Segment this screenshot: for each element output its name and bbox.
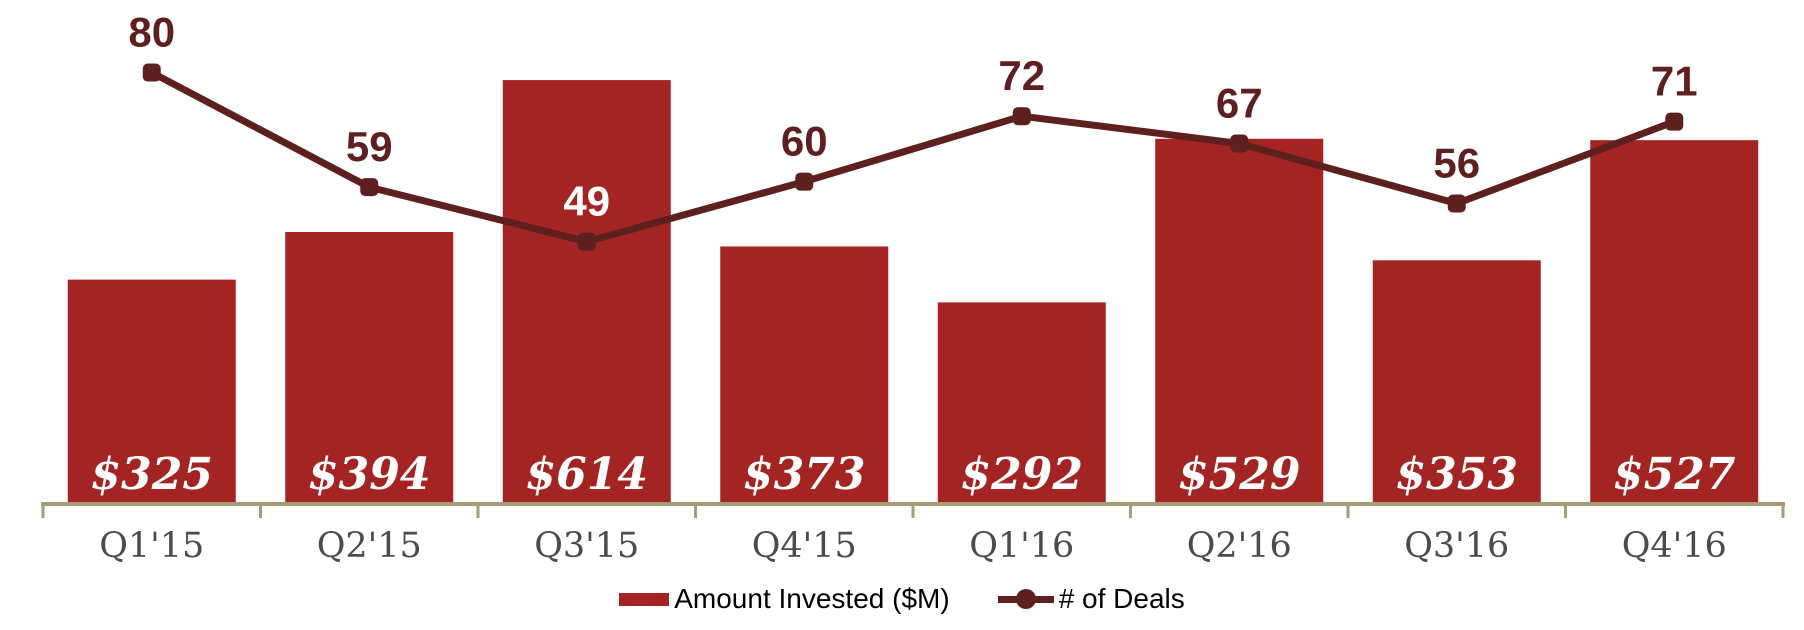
x-axis-tick bbox=[911, 502, 915, 518]
deal-count-label: 67 bbox=[1216, 79, 1263, 126]
bar-q415 bbox=[720, 246, 889, 504]
bar-value-label: $529 bbox=[1178, 449, 1300, 500]
bar-value-label: $373 bbox=[743, 449, 865, 500]
legend-label-amount-invested: Amount Invested ($M) bbox=[674, 583, 950, 614]
x-axis-tick bbox=[694, 502, 697, 518]
deals-line bbox=[148, 69, 1678, 246]
deals-marker-icon bbox=[1012, 107, 1031, 126]
x-axis-tick bbox=[1346, 502, 1350, 518]
deal-count-label: 71 bbox=[1651, 58, 1698, 105]
x-axis-tick bbox=[1129, 502, 1132, 518]
x-axis-tick bbox=[1564, 502, 1567, 518]
bar-q315 bbox=[502, 80, 671, 504]
bar-q416 bbox=[1590, 140, 1759, 504]
line-swatch-marker-icon bbox=[1015, 589, 1036, 609]
deal-count-label: 59 bbox=[346, 123, 393, 170]
x-axis-tick bbox=[476, 502, 480, 518]
bar-value-label: $353 bbox=[1396, 449, 1518, 500]
bar-q115 bbox=[67, 279, 236, 504]
x-axis-label: Q4'15 bbox=[752, 526, 857, 566]
deals-marker-icon bbox=[360, 178, 379, 197]
x-axis-label: Q3'16 bbox=[1404, 526, 1509, 566]
chart-legend: Amount Invested ($M) # of Deals bbox=[0, 585, 1804, 613]
deal-count-label: 80 bbox=[128, 9, 175, 56]
bar-value-label: $614 bbox=[526, 449, 648, 500]
x-axis-label: Q1'16 bbox=[969, 526, 1074, 566]
legend-item-num-deals: # of Deals bbox=[997, 583, 1185, 614]
deals-marker-icon bbox=[1665, 112, 1684, 131]
x-axis-label: Q2'16 bbox=[1187, 526, 1292, 566]
x-axis-label: Q3'15 bbox=[534, 526, 639, 566]
x-axis-label: Q1'15 bbox=[99, 526, 204, 566]
deal-count-label: 72 bbox=[998, 52, 1045, 99]
deal-count-label: 49 bbox=[563, 178, 610, 225]
bar-series-swatch-icon bbox=[619, 592, 670, 606]
deals-marker-icon bbox=[1447, 194, 1466, 213]
deals-marker-icon bbox=[795, 172, 814, 191]
x-axis-label: Q4'16 bbox=[1622, 526, 1727, 566]
line-series-swatch-icon bbox=[997, 589, 1054, 609]
bar-value-label: $325 bbox=[91, 449, 213, 500]
x-axis-label: Q2'15 bbox=[317, 526, 422, 566]
deals-marker-icon bbox=[577, 232, 596, 251]
x-axis-tick bbox=[41, 502, 45, 518]
bar-q116 bbox=[937, 302, 1106, 504]
bar-value-label: $292 bbox=[961, 449, 1083, 500]
legend-item-amount-invested: Amount Invested ($M) bbox=[619, 583, 950, 614]
legend-label-num-deals: # of Deals bbox=[1058, 583, 1185, 614]
x-axis-tick bbox=[1781, 502, 1785, 518]
deals-marker-icon bbox=[142, 63, 161, 82]
deals-marker-icon bbox=[1230, 134, 1249, 153]
bar-q215 bbox=[285, 231, 454, 504]
bar-q316 bbox=[1372, 260, 1541, 504]
deal-count-label: 60 bbox=[781, 118, 828, 165]
bar-value-label: $527 bbox=[1613, 449, 1736, 500]
bar-value-label: $394 bbox=[308, 449, 430, 500]
bar-q216 bbox=[1155, 138, 1324, 505]
x-axis-tick bbox=[259, 502, 262, 518]
deal-count-label: 56 bbox=[1433, 139, 1480, 186]
